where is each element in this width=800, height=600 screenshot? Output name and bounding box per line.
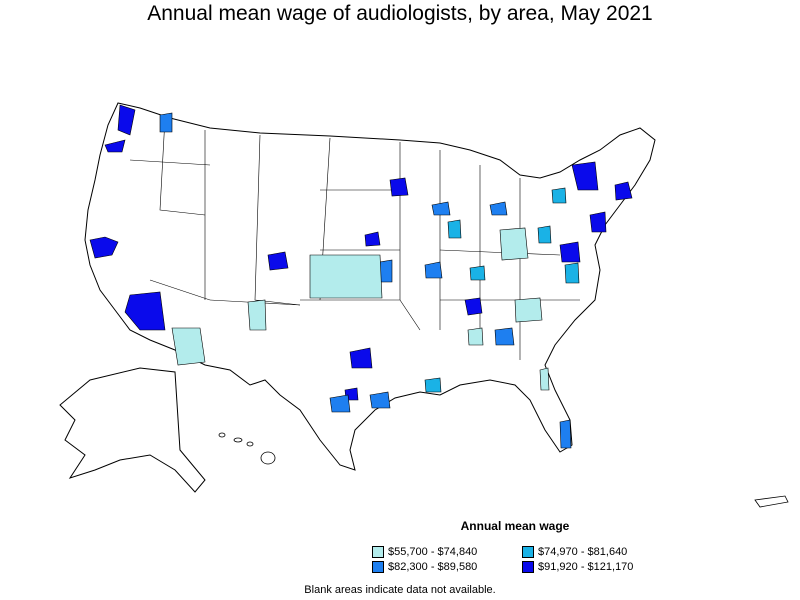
legend-label-1: $55,700 - $74,840 (388, 546, 478, 558)
legend-item-1: $55,700 - $74,840 (372, 546, 477, 558)
legend-item-4: $91,920 - $121,170 (522, 561, 633, 573)
hawaii-islands (218, 432, 276, 465)
areas-74970-81640 (424, 187, 580, 393)
legend-label-4: $91,920 - $121,170 (538, 561, 634, 573)
legend-swatch-1 (372, 546, 384, 558)
map-title: Annual mean wage of audiologists, by are… (147, 2, 653, 25)
state-borders (129, 117, 580, 360)
legend-item-3: $82,300 - $89,580 (372, 561, 477, 573)
areas-55700-74840 (171, 227, 550, 391)
legend-label-2: $74,970 - $81,640 (538, 546, 628, 558)
legend-label-3: $82,300 - $89,580 (388, 561, 478, 573)
legend-swatch-2 (522, 546, 534, 558)
footnote: Blank areas indicate data not available. (304, 584, 496, 596)
alaska-outline (59, 367, 206, 493)
legend-item-2: $74,970 - $81,640 (522, 546, 627, 558)
legend-swatch-3 (372, 561, 384, 573)
areas-82300-89580 (159, 112, 572, 449)
legend-title: Annual mean wage (460, 519, 570, 533)
legend-swatch-4 (522, 561, 534, 573)
puerto-rico-outline (754, 495, 789, 508)
